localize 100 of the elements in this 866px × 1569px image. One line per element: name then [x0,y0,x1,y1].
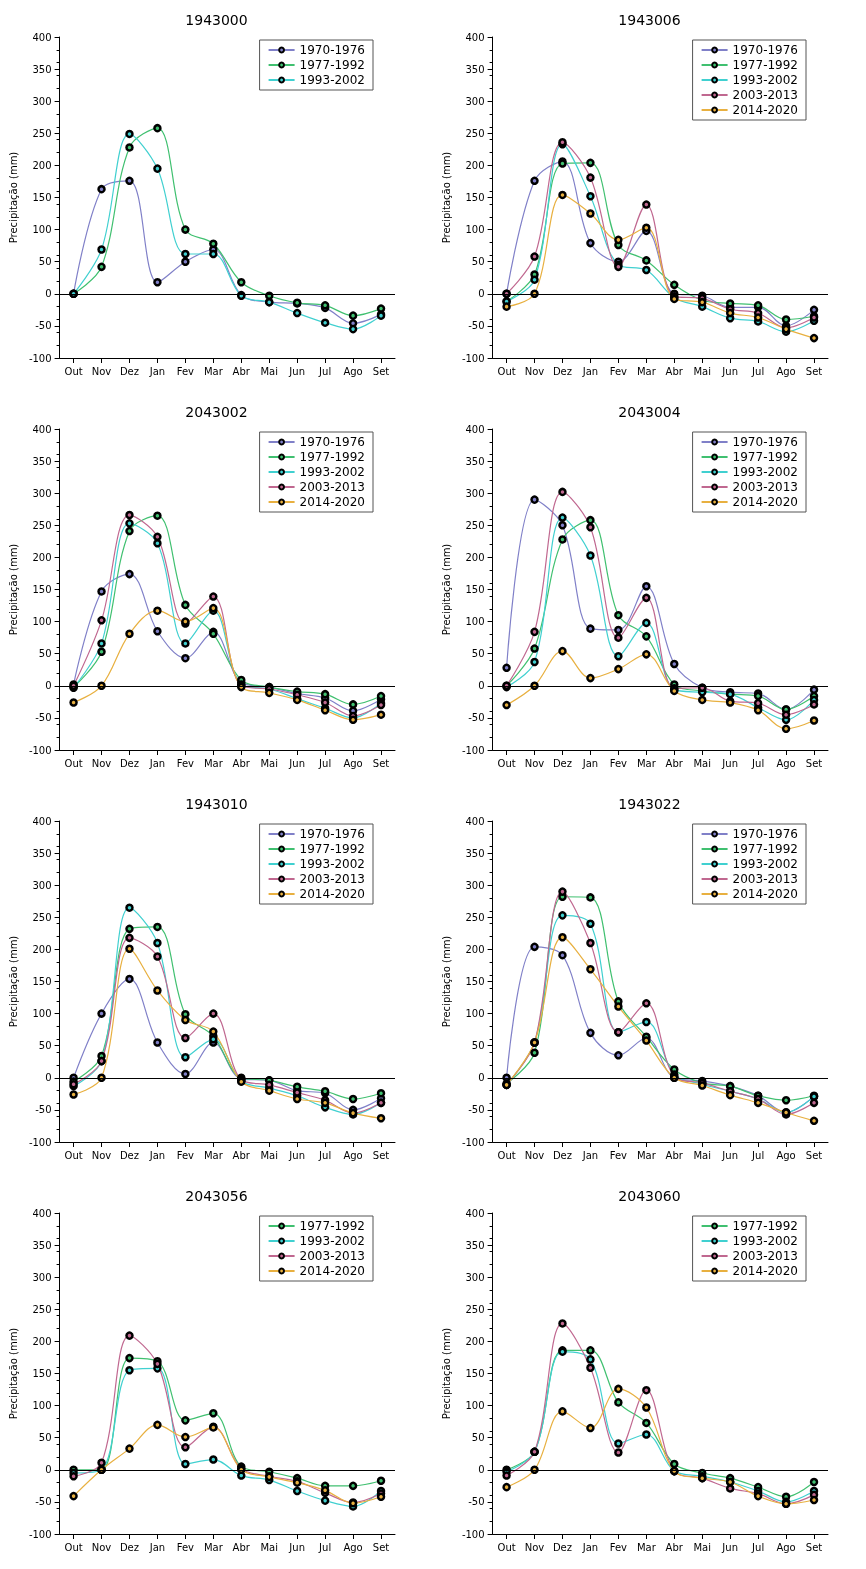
x-tick-label: Nov [524,1541,545,1553]
y-axis-title: Precipitação (mm) [440,151,452,244]
x-tick-label: Abr [232,365,251,377]
x-tick-label: Dez [552,365,573,377]
y-tick-label: 400 [32,815,52,827]
y-tick-label: 300 [465,95,485,107]
y-tick-label: 150 [32,584,52,595]
y-tick-label: -100 [28,744,52,756]
x-tick-label: Set [805,1149,823,1161]
y-tick-label: 300 [465,487,485,499]
y-axis-title: Precipitação (mm) [7,1327,19,1420]
x-tick-label: Jan [581,1541,599,1553]
x-tick-label: Abr [665,1541,684,1553]
y-tick-label: 250 [465,1303,485,1315]
x-tick-label: Ago [776,757,796,769]
legend-label: 1993-2002 [732,1234,799,1248]
y-tick-label: 250 [465,519,485,531]
y-tick-label: 100 [465,1400,485,1412]
y-tick-label: -50 [468,320,485,332]
y-tick-label: 250 [32,127,52,139]
x-tick-label: Fev [609,365,628,377]
x-tick-label: Out [64,1149,83,1161]
y-tick-label: 400 [465,815,485,827]
x-tick-label: Jul [318,757,332,769]
legend-label: 2014-2020 [732,103,799,117]
x-tick-label: Fev [176,1149,195,1161]
x-tick-label: Set [805,757,823,769]
y-tick-label: 150 [465,584,485,595]
y-tick-label: 150 [465,976,485,987]
x-tick-label: Ago [343,757,363,769]
x-tick-label: Set [805,1541,823,1553]
x-tick-label: Ago [343,1541,363,1553]
x-tick-label: Ago [343,365,363,377]
legend-label: 1977-1992 [732,58,799,72]
legend-label: 1993-2002 [299,857,366,871]
x-tick-label: Nov [524,365,545,377]
x-tick-label: Mai [260,1541,278,1553]
x-tick-label: Set [372,1541,390,1553]
legend-label: 1977-1992 [732,1219,799,1233]
y-tick-label: 350 [32,847,52,859]
x-tick-label: Mar [636,365,657,377]
legend-label: 1977-1992 [299,842,366,856]
x-tick-label: Mar [203,365,224,377]
legend-label: 1977-1992 [732,842,799,856]
y-tick-label: 200 [32,1335,52,1347]
y-tick-label: 350 [465,847,485,859]
x-tick-label: Out [497,1149,516,1161]
x-tick-label: Jun [288,757,305,769]
x-tick-label: Abr [665,1149,684,1161]
y-tick-label: 350 [32,455,52,467]
legend-label: 1993-2002 [732,465,799,479]
legend-label: 1970-1976 [299,435,366,449]
legend-label: 2014-2020 [732,1264,799,1278]
x-tick-label: Jul [318,1149,332,1161]
y-axis-title: Precipitação (mm) [440,543,452,636]
x-tick-label: Jan [148,1541,166,1553]
chart-title: 1943022 [618,796,681,812]
y-tick-label: -100 [461,352,485,364]
y-tick-label: 300 [32,487,52,499]
y-tick-label: 150 [32,192,52,203]
x-tick-label: Mai [260,365,278,377]
x-tick-label: Jul [751,1541,765,1553]
x-tick-label: Abr [665,757,684,769]
legend-label: 2014-2020 [299,1264,366,1278]
x-tick-label: Nov [91,1149,112,1161]
x-tick-label: Out [64,1541,83,1553]
y-tick-label: -50 [35,712,52,724]
y-tick-label: -50 [468,712,485,724]
x-tick-label: Out [497,1541,516,1553]
x-tick-label: Mai [260,757,278,769]
legend-label: 2014-2020 [732,887,799,901]
legend-label: 1970-1976 [732,435,799,449]
legend-label: 1970-1976 [299,43,366,57]
y-tick-label: 200 [32,551,52,563]
x-tick-label: Out [497,365,516,377]
y-tick-label: -50 [35,1104,52,1116]
y-tick-label: 100 [32,224,52,236]
chart-title: 2043056 [185,1188,248,1204]
x-tick-label: Abr [665,365,684,377]
y-axis-title: Precipitação (mm) [440,935,452,1028]
legend-label: 2014-2020 [299,887,366,901]
legend-label: 2003-2013 [299,1249,366,1263]
x-tick-label: Jul [751,1149,765,1161]
x-tick-label: Set [372,757,390,769]
y-tick-label: 250 [465,127,485,139]
chart-title: 2043002 [185,404,248,420]
x-tick-label: Fev [609,1541,628,1553]
x-tick-label: Dez [552,1541,573,1553]
y-tick-label: 0 [45,288,52,300]
y-tick-label: 0 [45,1464,52,1476]
x-tick-label: Jan [581,365,599,377]
x-tick-label: Nov [91,757,112,769]
y-tick-label: 200 [465,1335,485,1347]
y-tick-label: 0 [478,680,485,692]
x-tick-label: Mai [693,1149,711,1161]
x-tick-label: Fev [609,757,628,769]
y-tick-label: 50 [38,1432,52,1444]
y-tick-label: 50 [38,1040,52,1052]
y-tick-label: 250 [465,911,485,923]
y-tick-label: 0 [45,680,52,692]
